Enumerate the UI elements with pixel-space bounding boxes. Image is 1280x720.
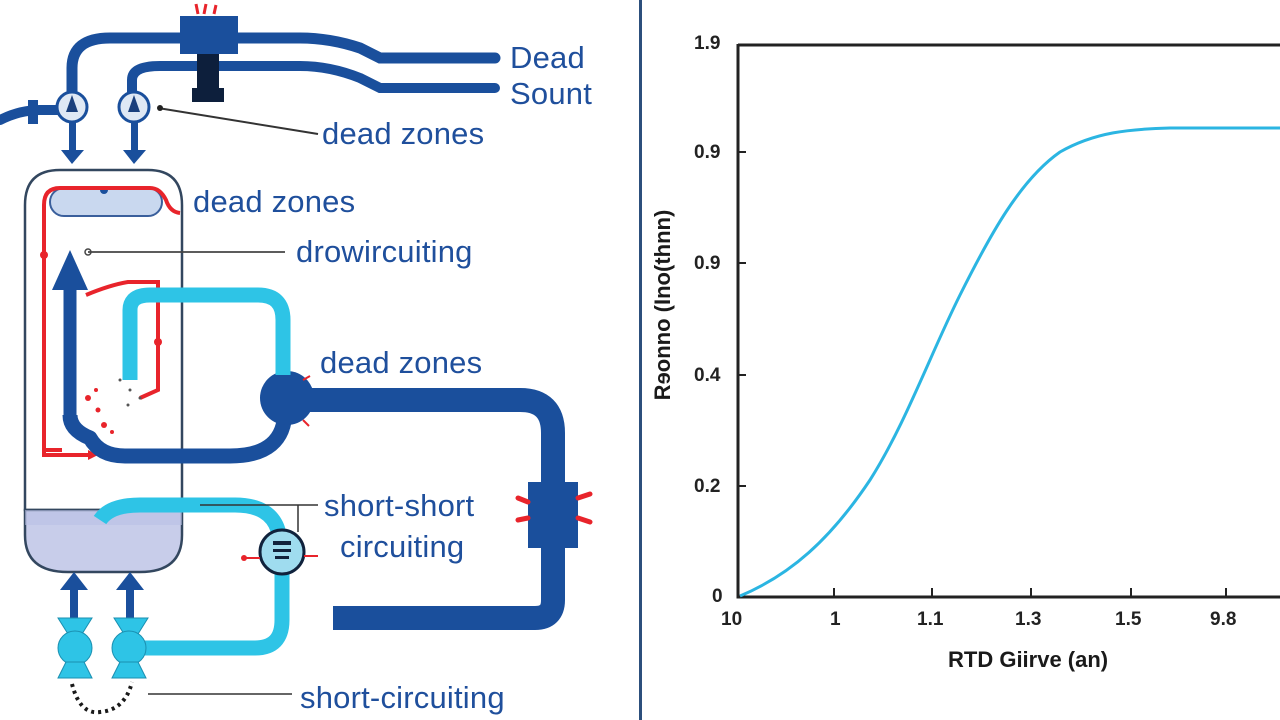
- inlet-flange: [28, 100, 38, 124]
- chart-axes: [736, 44, 1280, 599]
- feed-up-arrows: [60, 572, 144, 618]
- reactor-flow-diagram: [0, 3, 593, 715]
- panel-divider: [639, 0, 642, 720]
- x-tick-label: 10: [721, 609, 743, 630]
- feed-pumps: [57, 617, 149, 679]
- x-axis-ticks: [833, 588, 1227, 597]
- flow-sensor: [241, 528, 318, 576]
- recycle-dotted-line: [70, 681, 134, 715]
- y-tick-label: 1.9: [694, 33, 721, 54]
- y-tick-label: 0.9: [694, 142, 721, 163]
- x-tick-label: 1: [830, 609, 841, 630]
- process-diagram-panel: Dead Sount dead zones dead zones drowirc…: [0, 3, 593, 715]
- top-pump-block: [180, 3, 238, 102]
- label-sount: Sount: [510, 76, 593, 111]
- inlet-down-arrows: [61, 122, 146, 164]
- y-axis-title: Rɘonno (Ino(thnn): [650, 209, 675, 401]
- pressure-gauge-right: [117, 90, 151, 124]
- x-tick-label: 9.8: [1210, 609, 1237, 630]
- reactor-vessel: [23, 168, 184, 574]
- x-axis-title: RTD Giirve (an): [948, 647, 1109, 672]
- x-tick-label: 1.5: [1115, 609, 1142, 630]
- leader-line-dead-zones-top: [157, 107, 319, 135]
- dispersion-particles: [85, 388, 114, 434]
- label-short-circuiting: short-circuiting: [300, 680, 505, 715]
- y-tick-label: 0.2: [694, 476, 721, 497]
- rtd-curve-line: [739, 126, 1280, 598]
- y-axis-ticks: [738, 151, 746, 487]
- pressure-gauge-left: [55, 90, 89, 124]
- leader-line-short-short: [200, 504, 318, 532]
- bypass-pipe-upper: [122, 287, 291, 380]
- x-tick-label: 1.1: [917, 609, 944, 630]
- recirculation-flow-path: [42, 186, 181, 457]
- top-inlet-pipes: [0, 32, 501, 125]
- x-tick-label: 1.3: [1015, 609, 1042, 630]
- bypass-pipe-lower: [93, 497, 290, 656]
- label-dead-zones-mid: dead zones: [320, 345, 483, 380]
- rtd-chart: [736, 43, 1280, 599]
- label-circuiting: circuiting: [340, 529, 465, 564]
- y-tick-label: 0.4: [694, 365, 721, 386]
- label-dead: Dead: [510, 40, 585, 75]
- main-flow-pipe: [52, 250, 593, 630]
- y-tick-label: 0.9: [694, 253, 721, 274]
- y-tick-label: 0: [712, 586, 723, 607]
- label-dead-zones-vessel: dead zones: [193, 184, 356, 219]
- label-short-short: short-short: [324, 488, 475, 523]
- label-dead-zones-top: dead zones: [322, 116, 485, 151]
- rtd-chart-panel: 1.9 0.9 0.9 0.4 0.2 0 10 1 1.1 1.3 1.5 9…: [643, 0, 1280, 720]
- label-channeling: drowircuiting: [296, 234, 473, 269]
